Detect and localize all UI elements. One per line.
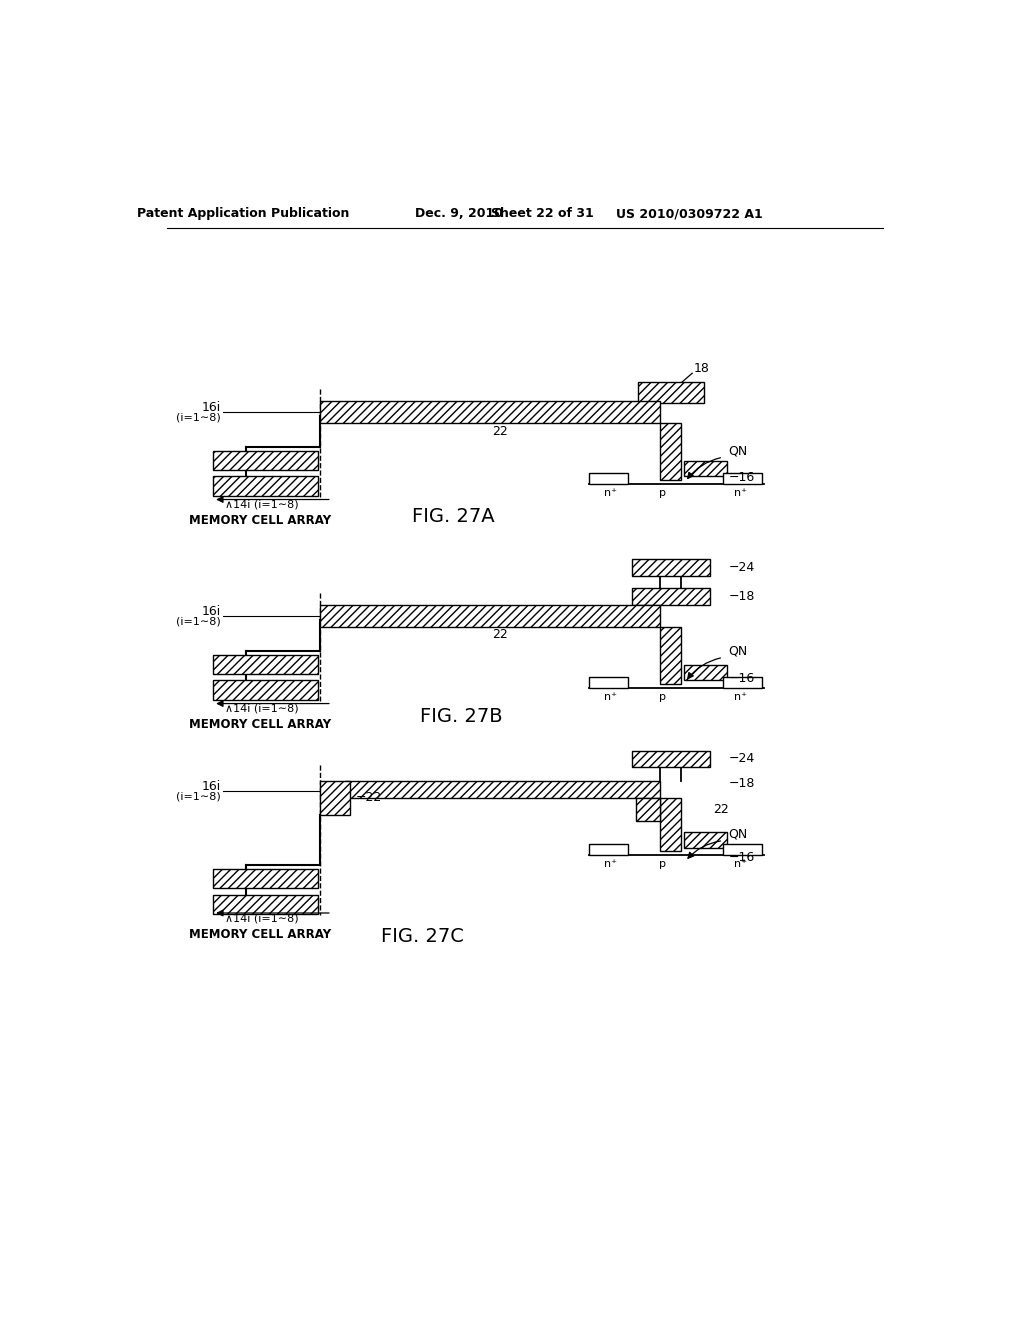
Bar bbox=[321, 605, 659, 627]
Text: US 2010/0309722 A1: US 2010/0309722 A1 bbox=[616, 207, 763, 220]
Text: −22: −22 bbox=[356, 791, 382, 804]
Text: p: p bbox=[659, 488, 667, 499]
Bar bbox=[636, 797, 659, 821]
Bar bbox=[213, 895, 317, 913]
Bar bbox=[589, 845, 628, 855]
Text: 22: 22 bbox=[493, 628, 508, 640]
Text: ∧14i (i=1∼8): ∧14i (i=1∼8) bbox=[225, 704, 299, 714]
Text: MEMORY CELL ARRAY: MEMORY CELL ARRAY bbox=[188, 513, 331, 527]
Text: −16: −16 bbox=[729, 471, 755, 484]
Text: QN: QN bbox=[729, 445, 748, 458]
Bar bbox=[321, 401, 659, 422]
Text: 16i: 16i bbox=[202, 605, 221, 618]
Text: FIG. 27A: FIG. 27A bbox=[413, 507, 495, 525]
Text: −24: −24 bbox=[729, 752, 755, 766]
Text: n⁺: n⁺ bbox=[603, 488, 616, 499]
Text: 22: 22 bbox=[493, 425, 508, 438]
Bar bbox=[723, 677, 762, 688]
Text: FIG. 27B: FIG. 27B bbox=[420, 708, 503, 726]
Bar bbox=[589, 474, 628, 484]
Bar bbox=[659, 627, 681, 684]
Bar bbox=[589, 677, 628, 688]
Bar bbox=[213, 869, 317, 888]
Text: 16i: 16i bbox=[202, 780, 221, 793]
Text: Patent Application Publication: Patent Application Publication bbox=[136, 207, 349, 220]
Text: (i=1∼8): (i=1∼8) bbox=[176, 412, 221, 422]
Bar bbox=[723, 845, 762, 855]
Text: −24: −24 bbox=[729, 561, 755, 574]
Text: −16: −16 bbox=[729, 672, 755, 685]
Bar bbox=[321, 780, 349, 816]
Text: n⁺: n⁺ bbox=[603, 693, 616, 702]
Bar bbox=[684, 832, 727, 847]
Bar bbox=[345, 780, 659, 797]
Text: ∧14i (i=1∼8): ∧14i (i=1∼8) bbox=[225, 913, 299, 924]
Bar bbox=[213, 451, 317, 470]
Text: 22: 22 bbox=[713, 803, 729, 816]
Text: n⁺: n⁺ bbox=[734, 488, 746, 499]
Text: n⁺: n⁺ bbox=[734, 693, 746, 702]
Text: n⁺: n⁺ bbox=[603, 859, 616, 870]
Text: 16i: 16i bbox=[202, 400, 221, 413]
Text: 18: 18 bbox=[693, 362, 710, 375]
Text: QN: QN bbox=[729, 828, 748, 841]
Bar bbox=[638, 381, 703, 404]
Text: MEMORY CELL ARRAY: MEMORY CELL ARRAY bbox=[188, 718, 331, 731]
Bar bbox=[632, 558, 710, 576]
Bar bbox=[684, 665, 727, 681]
Text: Dec. 9, 2010: Dec. 9, 2010 bbox=[415, 207, 503, 220]
Text: MEMORY CELL ARRAY: MEMORY CELL ARRAY bbox=[188, 928, 331, 941]
Text: p: p bbox=[659, 859, 667, 870]
Bar bbox=[684, 461, 727, 477]
Text: (i=1∼8): (i=1∼8) bbox=[176, 792, 221, 801]
Text: (i=1∼8): (i=1∼8) bbox=[176, 616, 221, 626]
Bar bbox=[723, 474, 762, 484]
Bar bbox=[632, 751, 710, 767]
Text: FIG. 27C: FIG. 27C bbox=[381, 927, 464, 945]
Text: n⁺: n⁺ bbox=[734, 859, 746, 870]
Text: −18: −18 bbox=[729, 590, 755, 603]
Text: p: p bbox=[659, 693, 667, 702]
Bar bbox=[659, 797, 681, 851]
Bar bbox=[632, 589, 710, 605]
Text: −16: −16 bbox=[729, 851, 755, 865]
Text: QN: QN bbox=[729, 644, 748, 657]
Text: Sheet 22 of 31: Sheet 22 of 31 bbox=[490, 207, 594, 220]
Bar bbox=[213, 477, 317, 496]
Bar bbox=[213, 681, 317, 700]
Text: −18: −18 bbox=[729, 777, 755, 791]
Bar bbox=[659, 422, 681, 480]
Text: ∧14i (i=1∼8): ∧14i (i=1∼8) bbox=[225, 500, 299, 510]
Bar bbox=[213, 655, 317, 675]
